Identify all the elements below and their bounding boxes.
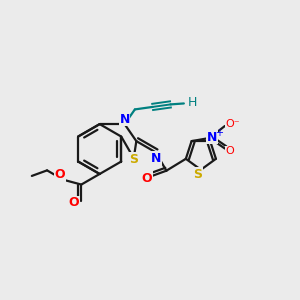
- Text: S: S: [194, 168, 202, 181]
- Text: S: S: [129, 153, 138, 166]
- Text: O: O: [225, 146, 234, 156]
- Text: O: O: [68, 196, 79, 209]
- Text: N: N: [151, 152, 161, 165]
- Text: O⁻: O⁻: [226, 119, 240, 129]
- Text: O: O: [141, 172, 152, 185]
- Text: O: O: [55, 168, 65, 182]
- Text: N: N: [207, 130, 217, 143]
- Text: N: N: [119, 113, 130, 126]
- Text: +: +: [214, 128, 223, 138]
- Text: H: H: [187, 96, 197, 109]
